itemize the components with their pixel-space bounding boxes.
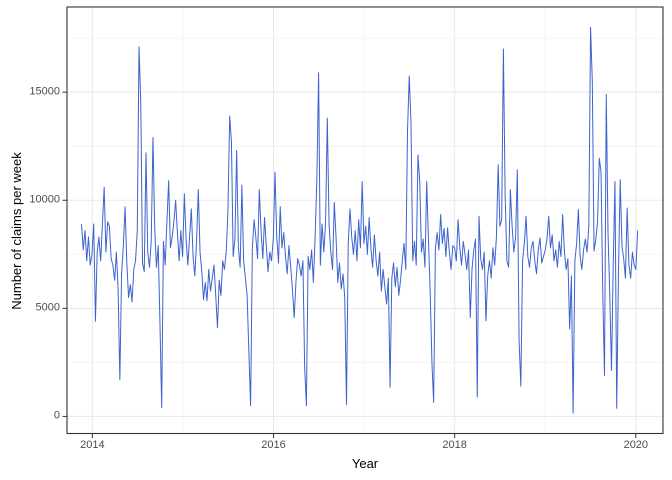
y-tick-label-5000: 5000 (35, 301, 60, 314)
y-tick-label-10000: 10000 (29, 193, 60, 206)
y-axis-title: Number of claims per week (9, 152, 24, 310)
y-tick-label-0: 0 (53, 409, 60, 422)
x-tick-label-2016: 2016 (261, 439, 286, 451)
x-tick-label-2018: 2018 (442, 439, 467, 451)
x-axis-title: Year (351, 456, 379, 471)
x-tick-label-2014: 2014 (80, 439, 105, 451)
y-tick-label-15000: 15000 (29, 85, 60, 98)
x-tick-label-2020: 2020 (623, 439, 649, 451)
